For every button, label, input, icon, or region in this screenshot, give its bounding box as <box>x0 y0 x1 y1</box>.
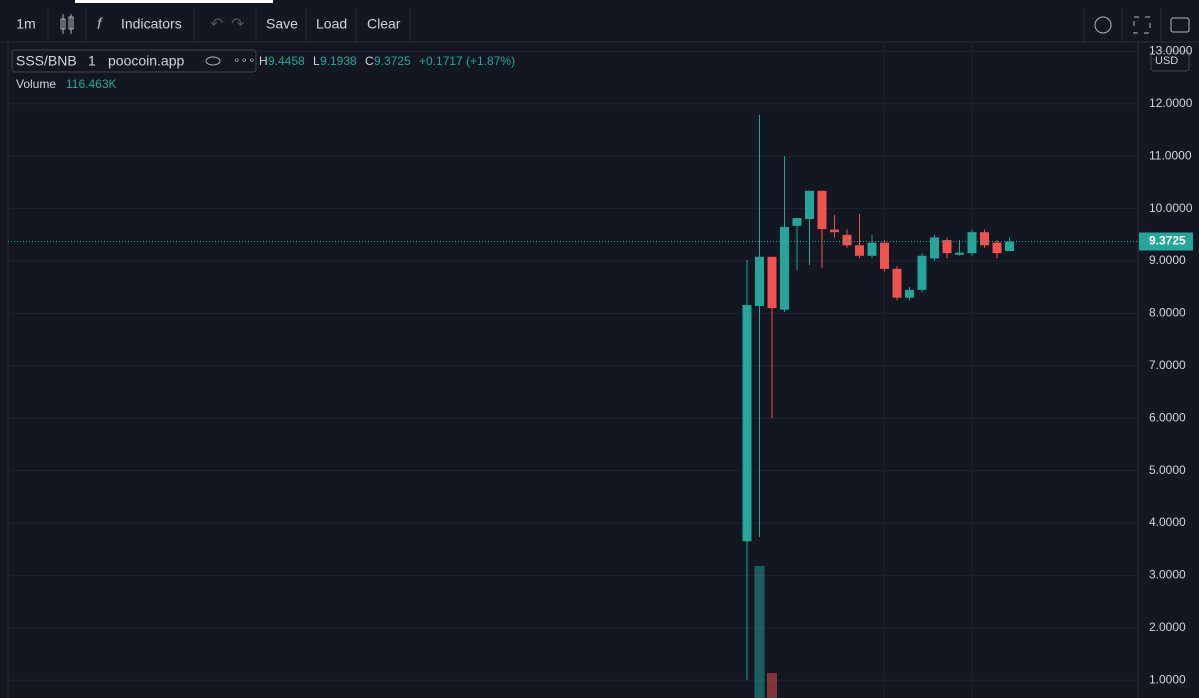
candle-body <box>867 242 877 256</box>
h-label: H <box>259 54 268 68</box>
screenshot-button[interactable] <box>1170 17 1190 33</box>
candle-body <box>805 190 814 220</box>
y-tick-label: 12.0000 <box>1149 96 1193 110</box>
tab-indicator <box>75 0 273 3</box>
change: +0.1717 (+1.87%) <box>419 54 515 68</box>
volume-bar <box>767 673 777 698</box>
candle-body <box>930 237 939 259</box>
candle-body <box>792 218 802 226</box>
last-price-box <box>1139 232 1193 251</box>
candle-body <box>1005 241 1014 252</box>
currency-box[interactable] <box>1150 50 1190 72</box>
volume-value: 116.463K <box>66 77 117 91</box>
y-tick-label: 2.0000 <box>1149 620 1186 634</box>
candle-body <box>967 232 977 254</box>
candle-body <box>992 242 1002 254</box>
symbol: SSS/BNB <box>16 53 77 69</box>
volume-bar <box>754 566 765 698</box>
y-tick-label: 6.0000 <box>1149 410 1186 424</box>
y-tick-label: 11.0000 <box>1149 148 1192 162</box>
undo[interactable]: ↶ <box>210 16 223 33</box>
interval-button[interactable]: 1m <box>16 16 35 32</box>
y-tick-label: 10.0000 <box>1149 201 1193 215</box>
eye-icon[interactable] <box>205 56 221 66</box>
c-value: 9.3725 <box>374 54 411 68</box>
candle-body <box>892 268 902 298</box>
y-tick-label: 7.0000 <box>1149 358 1186 372</box>
fx-icon: f <box>97 16 103 33</box>
load-button[interactable]: Load <box>316 16 347 32</box>
source: poocoin.app <box>108 53 185 69</box>
settings-button[interactable] <box>1094 16 1112 34</box>
candle-body <box>817 190 827 230</box>
legend-box <box>11 49 257 73</box>
l-value: 9.1938 <box>320 54 357 68</box>
plot <box>8 42 1138 698</box>
candle-body <box>780 226 789 310</box>
y-tick-label: 5.0000 <box>1149 463 1186 477</box>
more-icon[interactable]: ∘∘∘ <box>233 53 256 67</box>
candle-body <box>880 242 889 269</box>
currency[interactable]: USD <box>1155 55 1178 67</box>
legend-interval: 1 <box>88 53 96 69</box>
candle-body <box>905 289 914 298</box>
last-price-label: 9.3725 <box>1149 234 1186 248</box>
h-value: 9.4458 <box>268 54 305 68</box>
y-tick-label: 9.0000 <box>1149 253 1186 267</box>
save-button[interactable]: Save <box>266 16 298 32</box>
c-label: C <box>365 54 374 68</box>
candle-body <box>755 256 764 307</box>
indicators-button[interactable]: Indicators <box>121 16 182 32</box>
volume-label: Volume <box>16 77 56 91</box>
y-tick-label: 13.0000 <box>1149 44 1193 58</box>
candle-body <box>830 229 839 233</box>
candle-body <box>942 240 952 254</box>
candle-body <box>767 256 777 309</box>
toolbar <box>0 0 1199 42</box>
candle-body <box>917 255 927 290</box>
y-tick-label: 8.0000 <box>1149 306 1186 320</box>
clear-button[interactable]: Clear <box>367 16 401 32</box>
y-tick-label: 4.0000 <box>1149 515 1186 529</box>
redo[interactable]: ↷ <box>231 16 245 33</box>
fullscreen-button[interactable] <box>1133 16 1151 34</box>
candle-body <box>855 245 864 256</box>
y-tick-label: 1.0000 <box>1149 672 1186 686</box>
candle-icon[interactable] <box>60 14 74 34</box>
y-tick-label: 3.0000 <box>1149 568 1186 582</box>
candle-body <box>955 252 964 255</box>
candle-body <box>980 232 989 246</box>
candle-body <box>842 234 852 246</box>
l-label: L <box>313 54 320 68</box>
candle-body <box>742 305 752 542</box>
